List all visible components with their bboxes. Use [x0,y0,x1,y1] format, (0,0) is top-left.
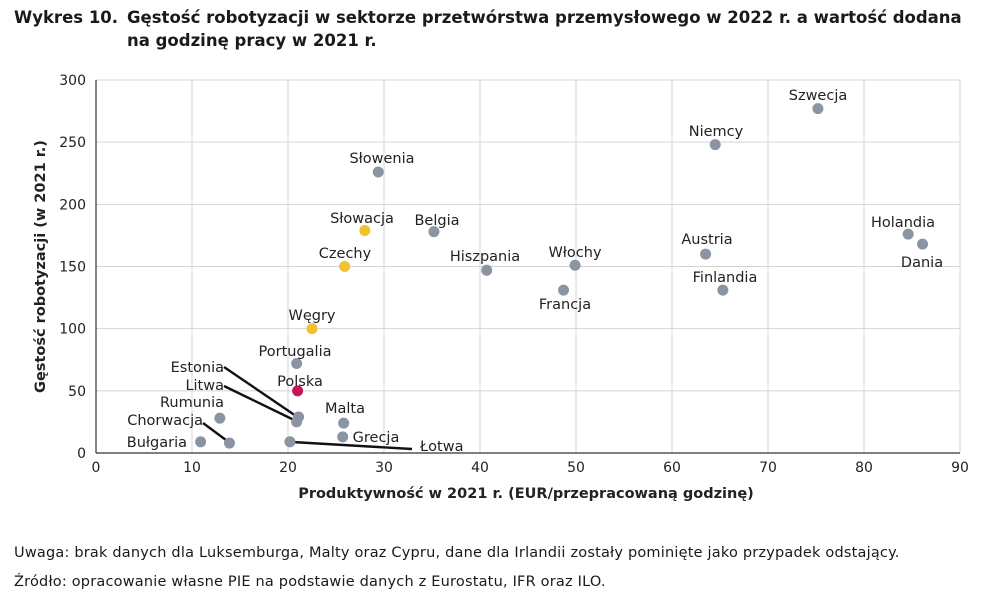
point-label: Włochy [548,245,601,261]
data-point [709,139,721,151]
point-label: Dania [901,255,943,271]
chart-title-line2: na godzinę pracy w 2021 r. [127,31,377,50]
scatter-chart: 0 10 20 30 40 50 60 70 80 90 0 50 100 150 200 250 300 Pro… [33,73,969,502]
point-label: Francja [539,297,591,313]
chart-title-line1: Gęstość robotyzacji w sektorze przetwórs… [127,8,962,27]
data-point [700,248,712,260]
data-point [195,436,207,448]
x-tick-label: 80 [855,460,873,476]
point-label: Szwecja [789,88,847,104]
point-label: Estonia [171,360,224,376]
point-label: Słowacja [330,211,394,227]
chart-source: Źródło: opracowanie własne PIE na podsta… [14,574,606,590]
data-point [372,166,384,178]
y-axis-title: Gęstość robotyzacji (w 2021 r.) [33,140,49,393]
y-tick-label: 250 [59,135,86,151]
point-label: Czechy [319,246,372,262]
point-label: Łotwa [419,439,463,455]
y-tick-label: 200 [59,197,86,213]
data-point [917,238,929,250]
data-point [214,412,226,424]
data-point [717,284,729,296]
y-tick-label: 150 [59,260,86,276]
point-label: Bułgaria [127,435,187,451]
x-axis-title: Produktywność w 2021 r. (EUR/przepracowa… [298,486,754,502]
data-point [339,261,351,272]
x-tick-label: 90 [951,460,969,476]
x-tick-label: 50 [567,460,585,476]
x-tick-label: 60 [663,460,681,476]
point-label: Polska [277,374,323,390]
point-label: Rumunia [160,395,224,411]
data-point [337,431,349,443]
y-tick-label: 100 [59,322,86,338]
leader-line [223,384,295,422]
x-tick-label: 0 [92,460,101,476]
point-label: Słowenia [349,151,414,167]
point-label: Holandia [871,215,935,231]
data-point [359,224,371,236]
x-tick-label: 20 [279,460,297,476]
chart-title: Wykres 10. Gęstość robotyzacji w sektorze… [14,6,1004,52]
x-tick-label: 10 [183,460,201,476]
data-point [481,264,493,276]
x-tick-label: 70 [759,460,777,476]
leader-line [223,366,297,417]
point-label: Portugalia [259,344,332,360]
point-label: Austria [681,232,732,248]
data-point [812,103,824,115]
data-point [284,436,296,448]
chart-note: Uwaga: brak danych dla Luksemburga, Malt… [14,545,900,561]
y-tick-label: 0 [77,446,86,462]
point-label: Grecja [353,430,400,446]
data-point [306,323,318,335]
data-point [291,416,303,428]
leader-line [291,440,413,451]
data-point [428,226,440,238]
point-label: Malta [325,401,365,417]
point-label: Niemcy [689,124,744,140]
y-tick-label: 50 [68,384,86,400]
data-point [291,357,303,369]
data-point [558,284,570,296]
point-label: Węgry [288,308,335,324]
point-label: Belgia [414,213,459,229]
point-label: Litwa [185,378,224,394]
x-tick-label: 30 [375,460,393,476]
point-label: Hiszpania [450,249,520,265]
point-label: Chorwacja [127,413,203,429]
y-tick-label: 300 [59,73,86,89]
point-label: Finlandia [693,270,758,286]
data-point [902,228,914,240]
data-point [292,385,304,397]
data-point [569,259,581,271]
x-tick-label: 40 [471,460,489,476]
data-point [223,437,235,449]
chart-number: Wykres 10. [14,8,119,27]
data-point [338,417,350,429]
